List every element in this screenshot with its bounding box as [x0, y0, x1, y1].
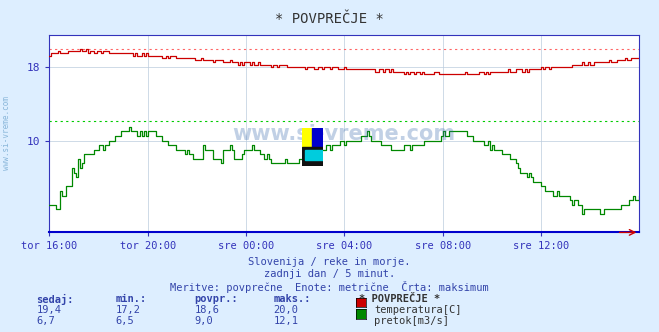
Bar: [302, 128, 312, 147]
Text: sedaj:: sedaj:: [36, 294, 74, 305]
Text: www.si-vreme.com: www.si-vreme.com: [2, 96, 11, 170]
Text: 6,5: 6,5: [115, 316, 134, 326]
Text: min.:: min.:: [115, 294, 146, 304]
Text: Meritve: povprečne  Enote: metrične  Črta: maksimum: Meritve: povprečne Enote: metrične Črta:…: [170, 281, 489, 292]
Polygon shape: [302, 147, 323, 166]
Text: www.si-vreme.com: www.si-vreme.com: [233, 124, 456, 144]
Bar: [312, 128, 323, 147]
Text: temperatura[C]: temperatura[C]: [374, 305, 462, 315]
Text: 19,4: 19,4: [36, 305, 61, 315]
Polygon shape: [305, 150, 323, 160]
Text: 9,0: 9,0: [194, 316, 213, 326]
Text: 17,2: 17,2: [115, 305, 140, 315]
Text: 12,1: 12,1: [273, 316, 299, 326]
Text: Slovenija / reke in morje.: Slovenija / reke in morje.: [248, 257, 411, 267]
Text: zadnji dan / 5 minut.: zadnji dan / 5 minut.: [264, 269, 395, 279]
Text: * POVPREČJE *: * POVPREČJE *: [275, 12, 384, 26]
Text: 18,6: 18,6: [194, 305, 219, 315]
Text: pretok[m3/s]: pretok[m3/s]: [374, 316, 449, 326]
Text: 6,7: 6,7: [36, 316, 55, 326]
Text: 20,0: 20,0: [273, 305, 299, 315]
Text: * POVPREČJE *: * POVPREČJE *: [359, 294, 440, 304]
Text: maks.:: maks.:: [273, 294, 311, 304]
Text: povpr.:: povpr.:: [194, 294, 238, 304]
